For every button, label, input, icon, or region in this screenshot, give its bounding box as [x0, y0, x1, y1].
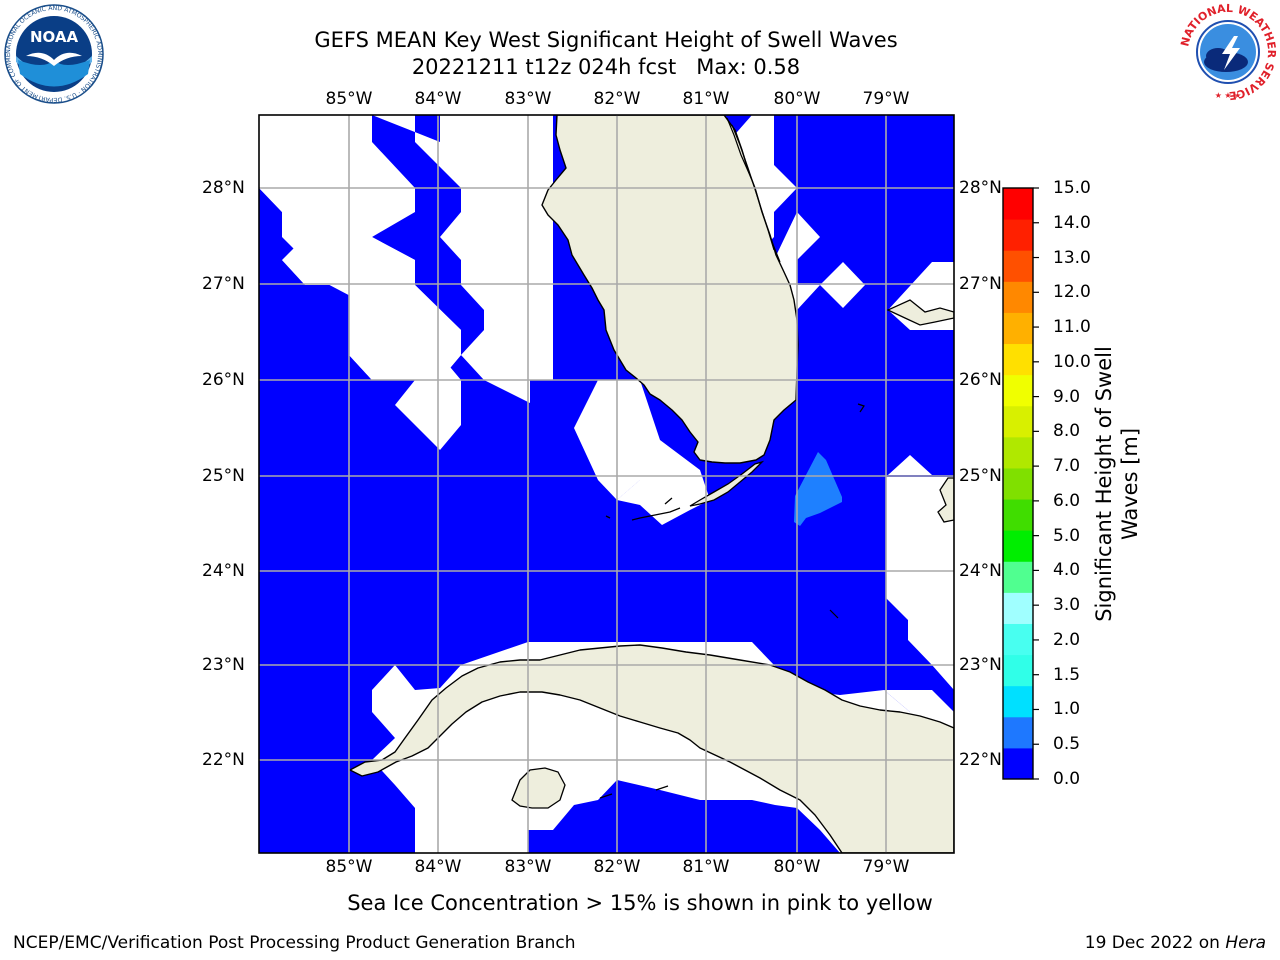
caption: Sea Ice Concentration > 15% is shown in … [347, 891, 933, 915]
colorbar-segment [1003, 281, 1033, 313]
svg-text:★ ★ ★: ★ ★ ★ [1215, 91, 1242, 100]
credit-host: Hera [1225, 933, 1266, 953]
lon-label-top: 82°W [593, 89, 641, 109]
colorbar-segment [1003, 654, 1033, 687]
lat-label-left: 22°N [202, 750, 245, 770]
credit-branch: NCEP/EMC/Verification Post Processing Pr… [13, 933, 576, 953]
colorbar-frame [1002, 187, 1034, 780]
lat-label-right: 27°N [959, 274, 1002, 294]
lat-label-left: 24°N [202, 561, 245, 581]
noaa-wordmark: NOAA [30, 28, 79, 46]
colorbar-segment [1003, 405, 1033, 438]
chart-subtitle: 20221211 t12z 024h fcst Max: 0.58 [411, 55, 801, 79]
lon-label-bottom: 83°W [504, 857, 552, 877]
lat-label-right: 24°N [959, 561, 1002, 581]
florida-landmass [541, 115, 799, 464]
colorbar-tick-label: 15.0 [1053, 178, 1091, 198]
lon-label-bottom: 81°W [682, 857, 730, 877]
graticule [259, 115, 954, 853]
lat-label-left: 26°N [202, 370, 245, 390]
colorbar-tick-label: 6.0 [1053, 490, 1081, 511]
colorbar-segment [1003, 530, 1033, 562]
colorbar-segment [1003, 623, 1033, 656]
colorbar-tick-label: 13.0 [1053, 247, 1091, 268]
colorbar-segment [1003, 219, 1033, 251]
lat-label-right: 22°N [959, 750, 1002, 770]
colorbar-segment [1003, 561, 1033, 593]
lon-label-top: 79°W [862, 89, 910, 109]
lat-label-left: 23°N [202, 655, 245, 675]
lon-label-top: 80°W [773, 89, 821, 109]
colorbar-segment [1003, 499, 1033, 531]
lon-label-bottom: 79°W [862, 857, 910, 877]
colorbar-segment [1003, 716, 1033, 749]
colorbar-tick-label: 8.0 [1053, 421, 1081, 442]
colorbar-segment [1003, 436, 1033, 469]
swell-patch-0.5-1.0 [794, 452, 842, 526]
lat-label-left: 28°N [202, 178, 245, 198]
colorbar-segment [1003, 374, 1033, 407]
colorbar-tick-label: 1.5 [1053, 664, 1081, 685]
colorbar-segment [1003, 747, 1033, 780]
lat-label-right: 25°N [959, 466, 1002, 486]
colorbar-tick-label: 0.0 [1053, 769, 1081, 789]
lon-label-top: 85°W [325, 89, 373, 109]
colorbar-tick-label: 9.0 [1053, 386, 1081, 407]
lon-label-bottom: 82°W [593, 857, 641, 877]
lon-label-bottom: 80°W [773, 857, 821, 877]
lat-label-right: 28°N [959, 178, 1002, 198]
colorbar-tick-label: 2.0 [1053, 629, 1081, 650]
colorbar-tick-label: 1.0 [1053, 699, 1081, 720]
lat-label-right: 26°N [959, 370, 1002, 390]
colorbar-tick-label: 7.0 [1053, 456, 1081, 477]
colorbar-segment [1003, 312, 1033, 345]
colorbar-segment [1003, 592, 1033, 624]
colorbar-segment [1003, 685, 1033, 718]
colorbar-segment [1003, 343, 1033, 376]
colorbar-segment [1003, 250, 1033, 282]
florida-keys [689, 460, 765, 507]
colorbar-tick-label: 0.5 [1053, 734, 1081, 755]
colorbar-tick-label: 12.0 [1053, 282, 1091, 303]
chart-title: GEFS MEAN Key West Significant Height of… [314, 28, 898, 52]
lon-label-bottom: 85°W [325, 857, 373, 877]
noaa-logo: NATIONAL OCEANIC AND ATMOSPHERIC ADMINIS… [4, 4, 104, 104]
lat-label-left: 25°N [202, 466, 245, 486]
credit-date: 19 Dec 2022 on Hera [1084, 933, 1266, 953]
colorbar-segment [1003, 188, 1033, 220]
colorbar-tick-label: 3.0 [1053, 595, 1081, 616]
colorbar-label: Significant Height of Swell Waves [m] [1092, 346, 1142, 622]
colorbar-tick-label: 11.0 [1053, 317, 1091, 338]
lat-label-left: 27°N [202, 274, 245, 294]
bahamas-islands [886, 299, 954, 523]
colorbar-tick-label: 5.0 [1053, 525, 1081, 546]
cuba-landmass [349, 644, 954, 853]
lat-label-right: 23°N [959, 655, 1002, 675]
map-frame [258, 114, 955, 854]
colorbar-tick-label: 4.0 [1053, 560, 1081, 581]
nws-logo: NATIONAL WEATHER SERVICE ★ ★ ★ [1178, 2, 1278, 102]
lon-label-top: 84°W [414, 89, 462, 109]
lon-label-top: 83°W [504, 89, 552, 109]
colorbar-segment [1003, 467, 1033, 500]
lon-label-top: 81°W [682, 89, 730, 109]
colorbar-tick-label: 10.0 [1053, 351, 1091, 372]
colorbar-tick-label: 14.0 [1053, 212, 1091, 233]
lon-label-bottom: 84°W [414, 857, 462, 877]
